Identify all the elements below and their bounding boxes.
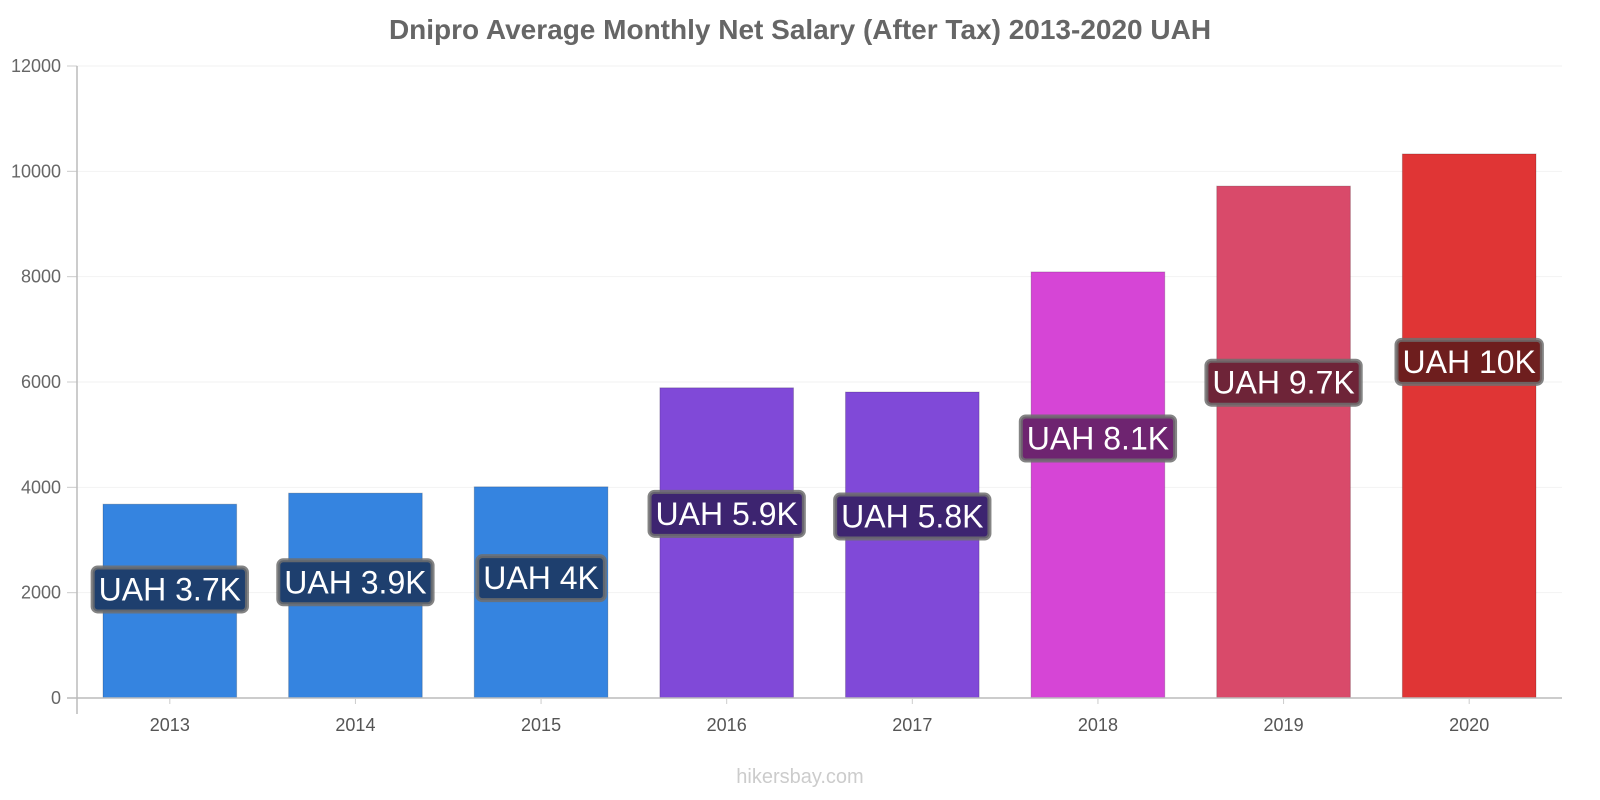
y-tick-label: 4000 [21, 477, 61, 497]
x-tick-label: 2015 [521, 715, 561, 735]
data-label-background [1204, 358, 1363, 407]
x-tick-label: 2019 [1264, 715, 1304, 735]
chart-title: Dnipro Average Monthly Net Salary (After… [388, 14, 1212, 45]
data-label-group: UAH 10K [1394, 337, 1544, 386]
y-axis-ticks: 0 2000 4000 6000 8000 10000 12000 [11, 56, 77, 708]
data-label-group: UAH 3.7K [90, 565, 249, 614]
data-labels: UAH 3.7K UAH 3.9K UAH 4K UAH 5.9K UAH 5.8K UA… [90, 337, 1544, 614]
data-label-group: UAH 5.9K [647, 489, 806, 538]
bar [1216, 185, 1351, 699]
watermark: hikersbay.com [736, 766, 864, 788]
x-tick-label: 2013 [150, 715, 190, 735]
x-tick-label: 2018 [1078, 715, 1118, 735]
y-tick-label: 12000 [11, 56, 61, 76]
bar [659, 387, 795, 699]
bar [844, 391, 980, 699]
data-label-background [833, 492, 992, 541]
data-label-background [1018, 414, 1178, 463]
axes [67, 66, 1562, 714]
data-label-background [276, 558, 435, 607]
x-tick-label: 2020 [1449, 715, 1489, 735]
bar [1401, 153, 1537, 699]
data-label-background [647, 489, 806, 538]
data-label: UAH 3.7K [99, 571, 241, 607]
data-label: UAH 5.9K [656, 496, 798, 532]
data-label-group: UAH 9.7K [1204, 358, 1363, 407]
data-label-group: UAH 8.1K [1018, 414, 1178, 463]
y-tick-label: 6000 [21, 372, 61, 392]
y-tick-label: 2000 [21, 583, 61, 603]
data-label: UAH 4K [483, 560, 599, 596]
y-tick-label: 8000 [21, 267, 61, 287]
data-label: UAH 10K [1402, 344, 1535, 380]
data-label: UAH 9.7K [1212, 365, 1354, 401]
bar [1030, 271, 1166, 699]
y-tick-label: 10000 [11, 161, 61, 181]
data-label-group: UAH 4K [475, 554, 607, 603]
bars [102, 153, 1537, 699]
x-tick-label: 2016 [707, 715, 747, 735]
x-tick-label: 2014 [335, 715, 375, 735]
data-label: UAH 5.8K [841, 499, 983, 535]
y-tick-label: 0 [51, 688, 61, 708]
data-label-background [475, 554, 607, 603]
x-tick-label: 2017 [892, 715, 932, 735]
data-label-group: UAH 3.9K [276, 558, 435, 607]
x-axis-ticks: 2013 2014 2015 2016 2017 2018 2019 2020 [150, 698, 1489, 735]
data-label: UAH 3.9K [284, 564, 426, 600]
data-label-group: UAH 5.8K [833, 492, 992, 541]
data-label: UAH 8.1K [1027, 421, 1169, 457]
data-label-background [1394, 337, 1544, 386]
data-label-background [90, 565, 249, 614]
